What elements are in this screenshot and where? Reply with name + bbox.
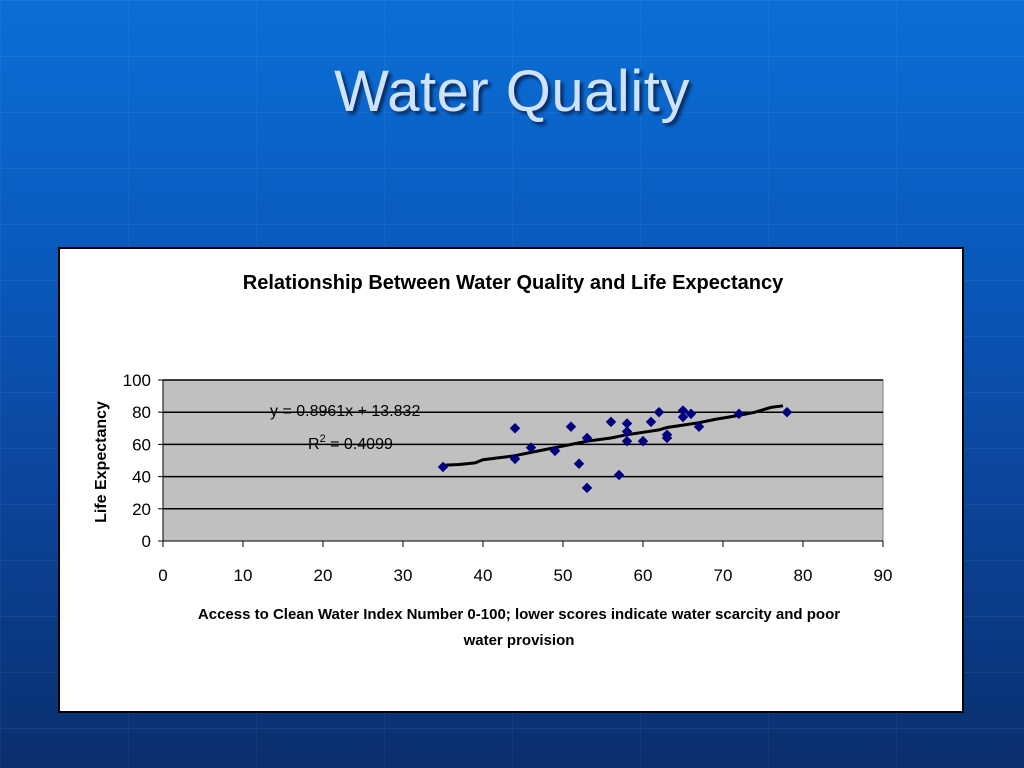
data-point xyxy=(637,435,649,447)
data-point xyxy=(653,406,665,418)
chart-title: Relationship Between Water Quality and L… xyxy=(243,272,784,294)
x-tick-label: 80 xyxy=(794,566,813,585)
data-point xyxy=(573,458,585,470)
r-squared-superscript: 2 xyxy=(320,433,326,445)
plot-background xyxy=(162,379,884,542)
data-point xyxy=(693,421,705,433)
data-point xyxy=(621,435,633,447)
x-tick-label: 40 xyxy=(474,566,493,585)
y-tick-label: 0 xyxy=(142,532,151,551)
y-tick-label: 20 xyxy=(132,500,151,519)
y-axis-label: Life Expectancy xyxy=(93,401,110,523)
r-squared-label: R2 = 0.4099 xyxy=(308,433,393,453)
r-squared-prefix: R xyxy=(308,436,320,453)
data-point xyxy=(781,406,793,418)
data-point xyxy=(581,432,593,444)
x-tick-label: 90 xyxy=(874,566,893,585)
y-tick-label: 40 xyxy=(132,468,151,487)
y-tick-label: 60 xyxy=(132,435,151,454)
plot-area: 0 20 40 60 80 100 0 10 20 30 40 50 60 70 80 90 xyxy=(123,371,893,585)
y-tick-label: 80 xyxy=(132,403,151,422)
data-point xyxy=(677,411,689,423)
data-point xyxy=(605,416,617,428)
x-tick-label: 70 xyxy=(714,566,733,585)
data-point xyxy=(685,408,697,420)
trendline-equation: y = 0.8961x + 13.832 xyxy=(270,403,420,420)
data-point xyxy=(549,445,561,457)
data-point xyxy=(437,461,449,473)
x-tick-label: 30 xyxy=(394,566,413,585)
x-tick-label: 0 xyxy=(158,566,167,585)
data-point xyxy=(509,422,521,434)
scatter-chart: Relationship Between Water Quality and L… xyxy=(93,272,893,649)
slide-title: Water Quality xyxy=(334,59,690,124)
x-tick-label: 60 xyxy=(634,566,653,585)
x-axis-label-line1: Access to Clean Water Index Number 0-100… xyxy=(198,606,840,623)
data-point xyxy=(613,469,625,481)
x-tick-label: 50 xyxy=(554,566,573,585)
x-axis-label-line2: water provision xyxy=(463,632,575,649)
data-point xyxy=(661,432,673,444)
data-point xyxy=(509,453,521,465)
data-point xyxy=(733,408,745,420)
x-tick-label: 10 xyxy=(234,566,253,585)
chart-container: Relationship Between Water Quality and L… xyxy=(58,247,964,713)
r-squared-value: = 0.4099 xyxy=(326,436,393,453)
x-tick-label: 20 xyxy=(314,566,333,585)
data-point xyxy=(565,421,577,433)
data-point xyxy=(581,482,593,494)
y-tick-label: 100 xyxy=(123,371,151,390)
data-point xyxy=(525,442,537,453)
data-point xyxy=(645,416,657,428)
